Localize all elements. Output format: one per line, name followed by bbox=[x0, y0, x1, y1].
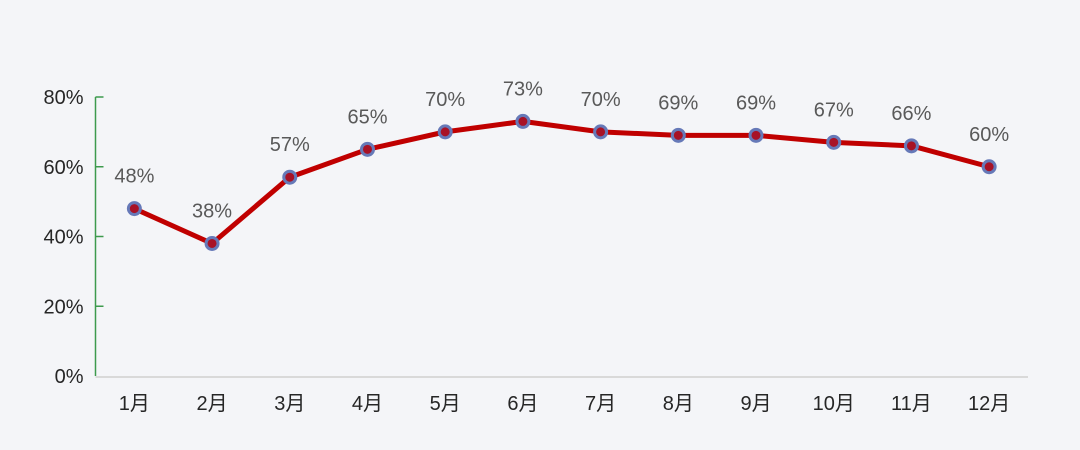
data-point-label: 38% bbox=[192, 200, 232, 222]
data-point bbox=[670, 127, 686, 143]
y-tick-label: 20% bbox=[43, 296, 83, 318]
data-point-label: 48% bbox=[114, 166, 154, 188]
data-point-label: 69% bbox=[736, 92, 776, 114]
x-category-label: 12月 bbox=[968, 393, 1010, 415]
x-category-label: 11月 bbox=[891, 393, 932, 415]
y-tick-label: 80% bbox=[43, 87, 83, 109]
data-point bbox=[903, 138, 919, 154]
data-point-label: 70% bbox=[425, 89, 465, 111]
data-point-label: 60% bbox=[969, 124, 1009, 146]
data-point bbox=[437, 124, 453, 140]
x-category-label: 7月 bbox=[585, 393, 616, 415]
data-point bbox=[126, 201, 142, 217]
x-category-label: 5月 bbox=[430, 393, 461, 415]
data-point-label: 69% bbox=[658, 92, 698, 114]
data-point-label: 70% bbox=[581, 89, 621, 111]
x-category-label: 1月 bbox=[119, 393, 150, 415]
x-category-label: 10月 bbox=[813, 393, 855, 415]
data-point-label: 57% bbox=[270, 134, 310, 156]
data-point-label: 67% bbox=[814, 99, 854, 121]
data-point-label: 73% bbox=[503, 78, 543, 100]
x-category-label: 2月 bbox=[197, 393, 228, 415]
data-point bbox=[826, 134, 842, 150]
data-point bbox=[981, 159, 997, 175]
data-point bbox=[515, 113, 531, 129]
x-category-label: 3月 bbox=[274, 393, 305, 415]
data-point-label: 65% bbox=[347, 106, 387, 128]
data-point bbox=[204, 235, 220, 251]
y-tick-label: 60% bbox=[43, 157, 83, 179]
y-tick-label: 0% bbox=[55, 366, 84, 388]
data-point bbox=[282, 169, 298, 185]
data-point bbox=[359, 141, 375, 157]
series-line bbox=[131, 118, 992, 246]
x-category-label: 8月 bbox=[663, 393, 694, 415]
x-category-label: 4月 bbox=[352, 393, 383, 415]
data-point-label: 66% bbox=[891, 103, 931, 125]
y-tick-label: 40% bbox=[43, 227, 83, 249]
x-category-label: 9月 bbox=[740, 393, 771, 415]
x-category-label: 6月 bbox=[507, 393, 538, 415]
data-point bbox=[748, 127, 764, 143]
data-point bbox=[593, 124, 609, 140]
